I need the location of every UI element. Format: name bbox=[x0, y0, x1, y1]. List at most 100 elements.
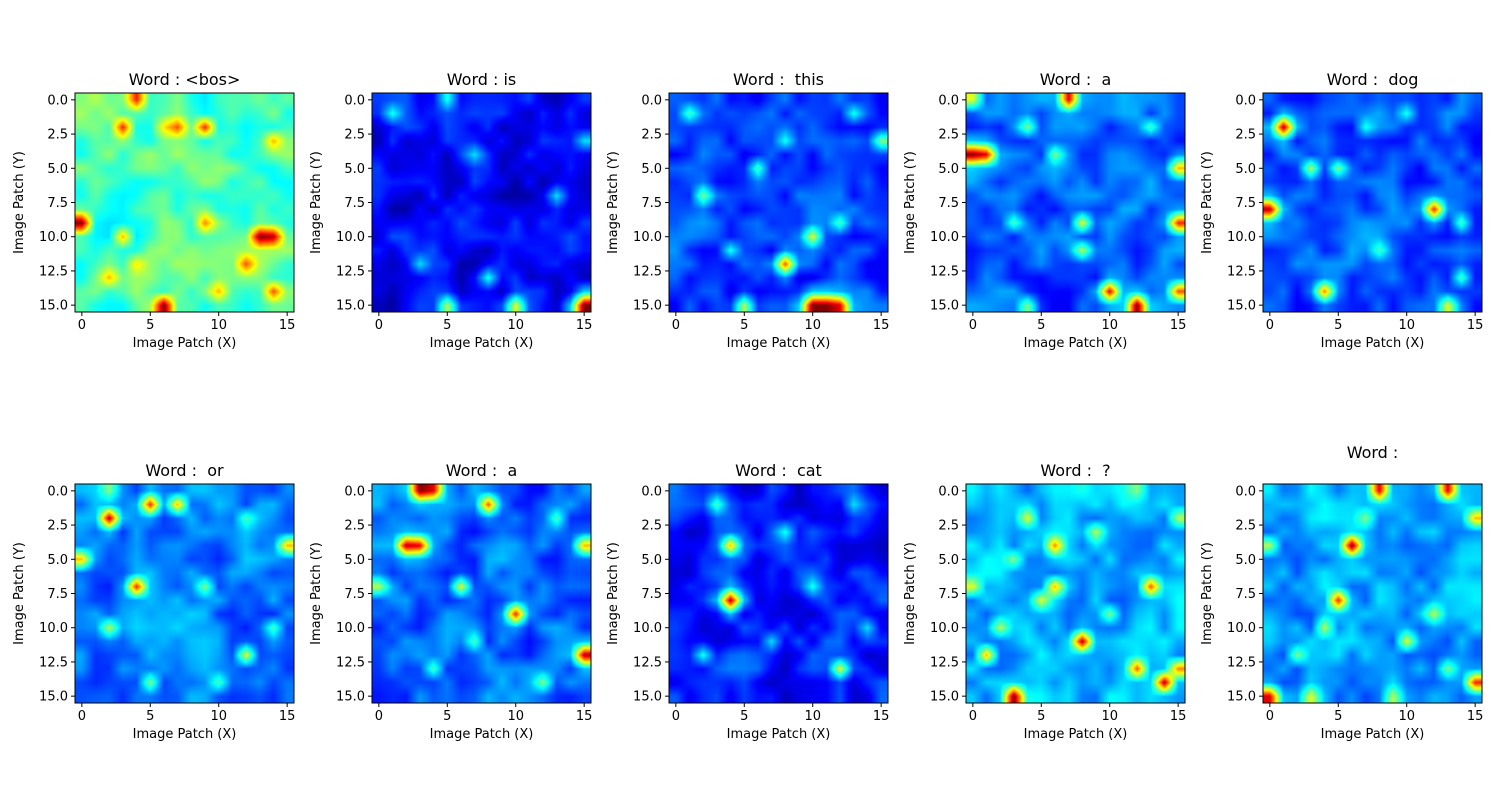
x-axis-label: Image Patch (X) bbox=[430, 336, 534, 351]
panel-title: Word : dog bbox=[1327, 70, 1419, 89]
panel-title: Word : <bos> bbox=[129, 70, 241, 89]
x-axis-label: Image Patch (X) bbox=[1321, 727, 1425, 742]
x-tick-label: 0 bbox=[672, 318, 680, 333]
x-tick-label: 10 bbox=[507, 709, 524, 724]
y-tick-label: 12.5 bbox=[633, 264, 662, 279]
y-tick-label: 15.0 bbox=[336, 299, 365, 314]
y-axis-label: Image Patch (Y) bbox=[903, 542, 918, 645]
heatmap-image bbox=[372, 484, 591, 703]
heatmap-panel: 0 5 10 15 0.0 2.5 5.0 7.5 10.0 12.5 15.0 Image Patc… bbox=[1200, 70, 1483, 351]
x-axis-label: Image Patch (X) bbox=[727, 727, 831, 742]
y-tick-label: 5.0 bbox=[344, 162, 365, 177]
y-tick-label: 12.5 bbox=[39, 655, 68, 670]
heatmap-image bbox=[1263, 93, 1482, 312]
x-tick-label: 15 bbox=[576, 709, 593, 724]
y-tick-label: 5.0 bbox=[344, 553, 365, 568]
y-tick-label: 5.0 bbox=[1235, 162, 1256, 177]
y-tick-label: 12.5 bbox=[930, 655, 959, 670]
y-tick-label: 2.5 bbox=[641, 128, 662, 143]
x-tick-label: 10 bbox=[507, 318, 524, 333]
y-tick-label: 7.5 bbox=[47, 587, 68, 602]
y-tick-label: 15.0 bbox=[1227, 690, 1256, 705]
panel-title: Word : or bbox=[145, 461, 224, 480]
x-tick-label: 5 bbox=[1334, 318, 1342, 333]
y-tick-label: 10.0 bbox=[930, 230, 959, 245]
y-tick-label: 10.0 bbox=[336, 621, 365, 636]
y-tick-label: 0.0 bbox=[1235, 484, 1256, 499]
y-tick-label: 15.0 bbox=[1227, 299, 1256, 314]
heatmap-panel: 0 5 10 15 0.0 2.5 5.0 7.5 10.0 12.5 15.0 Image Patc… bbox=[309, 70, 592, 351]
y-tick-label: 5.0 bbox=[47, 553, 68, 568]
heatmap-panel: 0 5 10 15 0.0 2.5 5.0 7.5 10.0 12.5 15.0 Image Patc… bbox=[903, 461, 1186, 742]
y-tick-label: 2.5 bbox=[47, 519, 68, 534]
x-tick-label: 5 bbox=[443, 318, 451, 333]
y-tick-label: 15.0 bbox=[633, 299, 662, 314]
y-tick-label: 12.5 bbox=[1227, 655, 1256, 670]
heatmap-panel: 0 5 10 15 0.0 2.5 5.0 7.5 10.0 12.5 15.0 Image Patc… bbox=[903, 70, 1186, 351]
y-tick-label: 0.0 bbox=[641, 484, 662, 499]
panel-title: Word : is bbox=[447, 70, 516, 89]
y-tick-label: 10.0 bbox=[1227, 621, 1256, 636]
y-tick-label: 7.5 bbox=[938, 587, 959, 602]
x-tick-label: 0 bbox=[672, 709, 680, 724]
x-tick-label: 0 bbox=[78, 709, 86, 724]
x-tick-label: 10 bbox=[804, 318, 821, 333]
heatmap-panel: 0 5 10 15 0.0 2.5 5.0 7.5 10.0 12.5 15.0 Image Patc… bbox=[12, 461, 295, 742]
y-tick-label: 5.0 bbox=[641, 553, 662, 568]
x-tick-label: 0 bbox=[78, 318, 86, 333]
x-tick-label: 10 bbox=[804, 709, 821, 724]
heatmap-image bbox=[372, 93, 591, 312]
y-tick-label: 5.0 bbox=[938, 162, 959, 177]
y-tick-label: 10.0 bbox=[336, 230, 365, 245]
x-tick-label: 5 bbox=[146, 709, 154, 724]
y-tick-label: 15.0 bbox=[336, 690, 365, 705]
heatmap-panel: 0 5 10 15 0.0 2.5 5.0 7.5 10.0 12.5 15.0 Image Patc… bbox=[606, 461, 889, 742]
y-tick-label: 0.0 bbox=[47, 484, 68, 499]
y-tick-label: 15.0 bbox=[930, 299, 959, 314]
x-tick-label: 0 bbox=[1266, 709, 1274, 724]
y-tick-label: 2.5 bbox=[344, 128, 365, 143]
x-tick-label: 5 bbox=[1334, 709, 1342, 724]
heatmap-image bbox=[1263, 484, 1482, 703]
y-tick-label: 2.5 bbox=[938, 519, 959, 534]
y-tick-label: 7.5 bbox=[344, 196, 365, 211]
x-axis-label: Image Patch (X) bbox=[1321, 336, 1425, 351]
y-tick-label: 7.5 bbox=[47, 196, 68, 211]
y-tick-label: 5.0 bbox=[641, 162, 662, 177]
y-tick-label: 15.0 bbox=[39, 299, 68, 314]
heatmap-panel: 0 5 10 15 0.0 2.5 5.0 7.5 10.0 12.5 15.0 Image Patc… bbox=[606, 70, 889, 351]
y-tick-label: 5.0 bbox=[938, 553, 959, 568]
y-tick-label: 0.0 bbox=[47, 93, 68, 108]
heatmap-panel: 0 5 10 15 0.0 2.5 5.0 7.5 10.0 12.5 15.0 Image Patc… bbox=[309, 461, 592, 742]
x-tick-label: 15 bbox=[279, 318, 296, 333]
x-tick-label: 10 bbox=[1101, 709, 1118, 724]
y-tick-label: 7.5 bbox=[1235, 196, 1256, 211]
heatmap-panel: 0 5 10 15 0.0 2.5 5.0 7.5 10.0 12.5 15.0 Image Patc… bbox=[1200, 443, 1483, 742]
y-tick-label: 5.0 bbox=[47, 162, 68, 177]
x-tick-label: 15 bbox=[279, 709, 296, 724]
y-tick-label: 12.5 bbox=[39, 264, 68, 279]
heatmap-image bbox=[75, 93, 294, 312]
y-tick-label: 2.5 bbox=[938, 128, 959, 143]
y-tick-label: 15.0 bbox=[633, 690, 662, 705]
y-tick-label: 7.5 bbox=[938, 196, 959, 211]
y-tick-label: 15.0 bbox=[930, 690, 959, 705]
panel-title: Word : a bbox=[1040, 70, 1112, 89]
y-tick-label: 10.0 bbox=[39, 230, 68, 245]
y-tick-label: 7.5 bbox=[641, 196, 662, 211]
heatmap-image bbox=[75, 484, 294, 703]
y-tick-label: 10.0 bbox=[1227, 230, 1256, 245]
x-tick-label: 5 bbox=[443, 709, 451, 724]
heatmap-image bbox=[669, 93, 888, 312]
y-axis-label: Image Patch (Y) bbox=[606, 542, 621, 645]
panel-title: Word : bbox=[1347, 443, 1399, 462]
x-tick-label: 5 bbox=[740, 709, 748, 724]
y-tick-label: 15.0 bbox=[39, 690, 68, 705]
x-tick-label: 5 bbox=[740, 318, 748, 333]
y-tick-label: 0.0 bbox=[344, 93, 365, 108]
y-tick-label: 10.0 bbox=[633, 621, 662, 636]
x-tick-label: 10 bbox=[210, 318, 227, 333]
y-tick-label: 0.0 bbox=[344, 484, 365, 499]
y-axis-label: Image Patch (Y) bbox=[309, 151, 324, 254]
